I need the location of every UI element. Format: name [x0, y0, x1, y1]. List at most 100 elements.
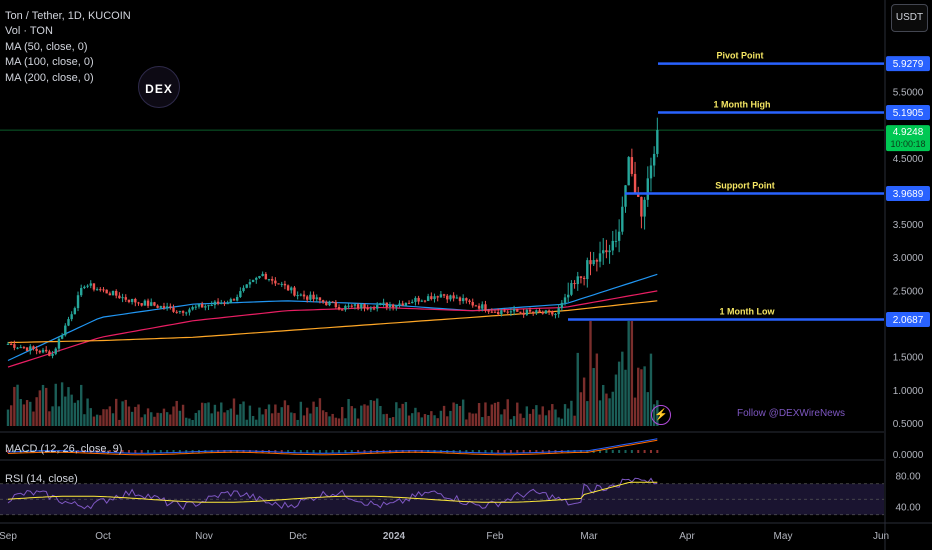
candle [274, 280, 277, 284]
candle [64, 325, 67, 336]
candle [267, 279, 271, 281]
volume-bar [570, 400, 573, 426]
symbol-title[interactable]: Ton / Tether, 1D, KUCOIN [5, 10, 131, 22]
candle [363, 304, 366, 309]
volume-bar [197, 410, 201, 426]
volume-bar [328, 416, 331, 426]
macd-label[interactable]: MACD (12, 26, close, 9) [5, 443, 123, 455]
candle [423, 300, 427, 302]
volume-bar [379, 405, 382, 426]
volume-bar [426, 414, 430, 426]
candle [535, 310, 538, 313]
price-tick-label: 3.5000 [893, 220, 924, 231]
candle [108, 293, 112, 296]
macd-signal-line [7, 439, 658, 456]
candle [382, 302, 385, 304]
candle [341, 309, 344, 311]
candle [602, 250, 605, 254]
macd-histogram-bar [331, 450, 334, 453]
candle [293, 287, 296, 296]
macd-histogram-bar [166, 450, 169, 453]
volume-bar [567, 408, 570, 426]
candle [452, 295, 455, 299]
volume-bar [360, 405, 363, 426]
candle [611, 240, 614, 251]
candle [105, 289, 108, 294]
candle [576, 276, 579, 285]
macd-histogram-bar [427, 450, 430, 453]
candles [6, 117, 659, 359]
volume-label[interactable]: Vol · TON [5, 25, 53, 38]
lightning-icon[interactable]: ⚡ [651, 405, 671, 425]
volume-bar [382, 414, 385, 426]
candle [73, 308, 77, 315]
candle [51, 353, 54, 356]
rsi-label[interactable]: RSI (14, close) [5, 473, 78, 485]
candle [630, 157, 634, 174]
ma50-label[interactable]: MA (50, close, 0) [5, 40, 88, 53]
candle [369, 308, 373, 310]
volume-bar [111, 413, 115, 426]
candle [528, 309, 532, 312]
macd-histogram-bar [318, 450, 321, 453]
macd-histogram-bar [312, 450, 315, 453]
candle [194, 306, 197, 308]
time-axis-label: Apr [679, 531, 695, 542]
volume-bar [611, 391, 614, 426]
price-tick-label: 1.0000 [893, 386, 924, 397]
volume-bar [156, 412, 159, 426]
volume-bar [264, 409, 268, 426]
candle [264, 273, 268, 280]
macd-histogram-bar [70, 450, 73, 453]
price-levels[interactable]: Pivot Point 1 Month High Support Point 1 Mo… [568, 51, 884, 321]
macd-histogram-bar [299, 450, 302, 453]
ma200-label[interactable]: MA (200, close, 0) [5, 71, 94, 84]
candle [605, 250, 608, 253]
macd-histogram-bar [108, 450, 111, 453]
candle [350, 305, 353, 307]
volume-bar [127, 406, 131, 426]
candle [401, 303, 404, 306]
macd-histogram-bar [458, 450, 461, 453]
candle [372, 308, 376, 310]
macd-histogram-bar [649, 450, 652, 453]
volume-bar [366, 405, 369, 426]
volume-bar [48, 411, 51, 426]
candle [385, 302, 388, 308]
candle [656, 130, 659, 154]
volume-bar [60, 382, 64, 426]
time-axis[interactable]: Sep Oct Nov Dec 2024 Feb Mar Apr May Jun [0, 531, 889, 542]
macd-histogram-bar [624, 450, 627, 453]
price-axis[interactable]: 5.9279 5.5000 5.1905 4.5000 3.9689 3.5000 3.00… [886, 56, 930, 514]
volume-bar [474, 413, 478, 426]
volume-bar [41, 384, 45, 426]
volume-bar [312, 401, 315, 426]
candle [153, 302, 156, 306]
candle [544, 310, 548, 314]
macd-histogram-bar [236, 450, 239, 453]
volume-bar [350, 406, 353, 426]
volume-bar [376, 398, 379, 426]
volume-bar [321, 410, 325, 426]
ma100-label[interactable]: MA (100, close, 0) [5, 56, 94, 69]
volume-bar [554, 409, 557, 426]
volume-bar [490, 404, 494, 426]
volume-bar [102, 409, 105, 426]
volume-bar [248, 405, 252, 426]
candle [258, 275, 261, 278]
volume-bar [516, 402, 519, 426]
volume-bar [535, 405, 538, 426]
volume-bar [395, 402, 398, 426]
price-tag-box [886, 104, 930, 120]
price-tick-label: 1.5000 [893, 353, 924, 364]
candle [376, 305, 379, 309]
candle [640, 196, 643, 217]
candle [312, 294, 315, 300]
currency-button[interactable]: USDT [891, 4, 928, 32]
volume-bar [309, 413, 312, 426]
candle [646, 178, 649, 200]
candle [509, 311, 513, 313]
volume-bar [162, 408, 166, 426]
candle [175, 311, 178, 313]
